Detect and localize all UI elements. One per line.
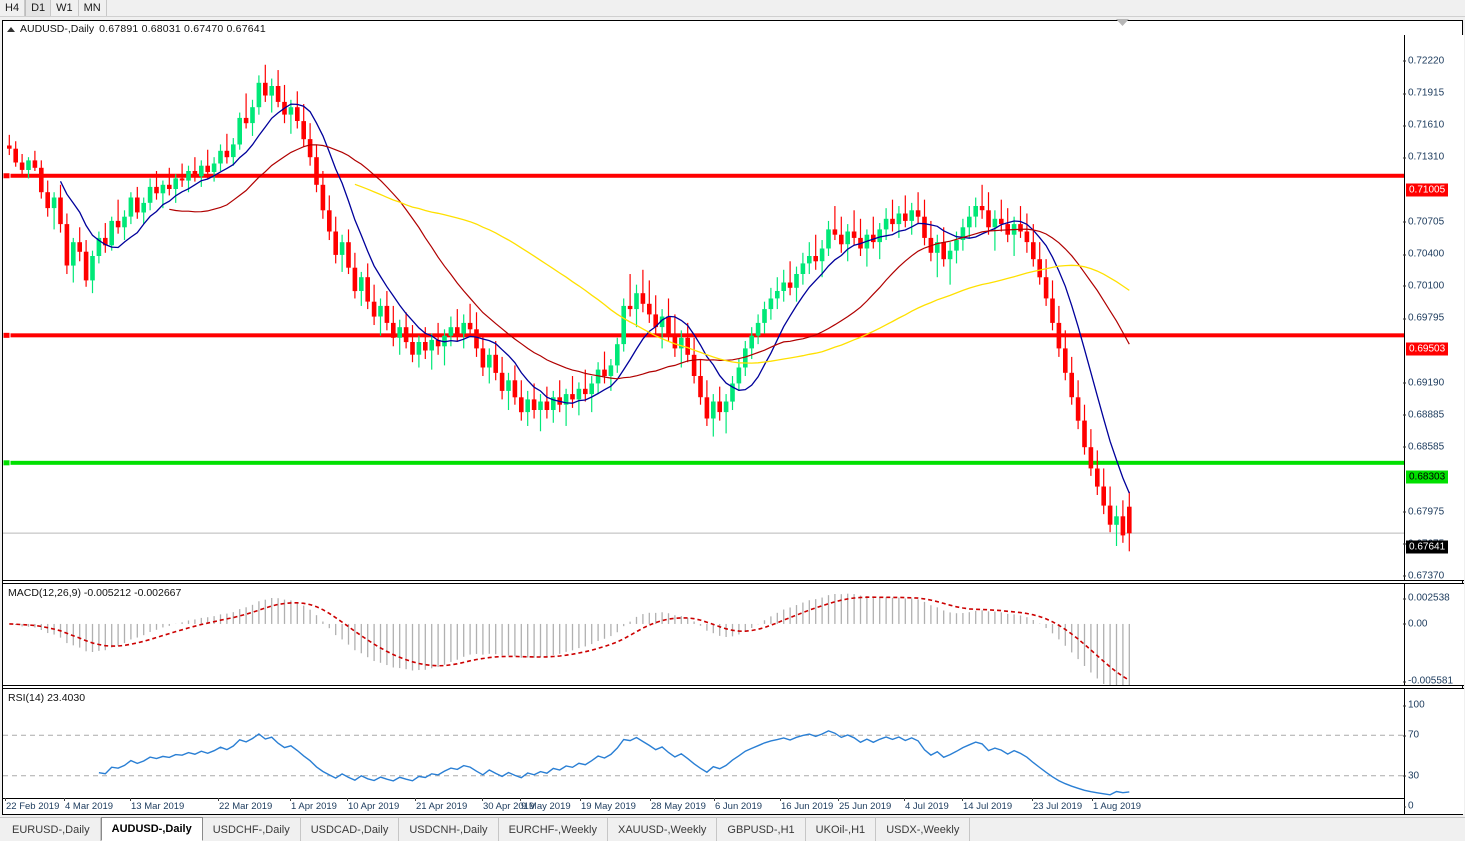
price-tick: 0.71610 — [1402, 119, 1445, 131]
price-tick: 0.68585 — [1402, 441, 1445, 453]
time-tick: 28 May 2019 — [650, 798, 706, 812]
price-tick: 0.71915 — [1402, 87, 1445, 99]
chart-header: AUDUSD-,Daily 0.67891 0.68031 0.67470 0.… — [7, 23, 266, 35]
price-tick: 0.72220 — [1402, 55, 1445, 67]
rsi-tick: 70 — [1402, 729, 1420, 741]
macd-label: MACD(12,26,9) -0.005212 -0.002667 — [8, 587, 182, 599]
time-tick: 4 Mar 2019 — [63, 798, 114, 812]
rsi-label: RSI(14) 23.4030 — [8, 692, 86, 704]
price-tick: 0.69190 — [1402, 377, 1445, 389]
time-tick: 9 May 2019 — [520, 798, 571, 812]
macd-tick: 0.00 — [1402, 618, 1428, 630]
time-tick: 30 Apr 2019 — [481, 798, 535, 812]
time-axis[interactable]: 22 Feb 2019 4 Mar 2019 13 Mar 2019 22 Mar 2… — [3, 798, 1404, 814]
time-tick: 10 Apr 2019 — [346, 798, 400, 812]
price-tick: 0.71310 — [1402, 151, 1445, 163]
time-tick: 25 Jun 2019 — [837, 798, 892, 812]
time-tick: 13 Mar 2019 — [129, 798, 185, 812]
time-tick: 22 Mar 2019 — [217, 798, 273, 812]
price-tick: 0.68885 — [1402, 409, 1445, 421]
time-tick: 19 May 2019 — [580, 798, 636, 812]
price-tick: 0.71005 — [1406, 183, 1449, 197]
time-tick: 14 Jul 2019 — [961, 798, 1013, 812]
price-tick: 0.67641 — [1406, 540, 1449, 554]
macd-axis: 0.002538 0.00 -0.005581 — [1402, 584, 1464, 687]
chart-window: AUDUSD-,Daily 0.67891 0.68031 0.67470 0.… — [2, 19, 1464, 815]
chart-tab[interactable]: USDX-,Weekly — [876, 818, 971, 841]
time-tick: 21 Apr 2019 — [414, 798, 468, 812]
rsi-tick: 0 — [1403, 800, 1414, 812]
chart-ohlc-label: 0.67891 0.68031 0.67470 0.67641 — [99, 23, 266, 35]
timeframe-w1[interactable]: W1 — [51, 0, 79, 16]
chart-tab[interactable]: USDCNH-,Daily — [399, 818, 499, 841]
chart-tab[interactable]: AUDUSD-,Daily — [100, 817, 203, 841]
chart-tab[interactable]: XAUUSD-,Weekly — [608, 818, 718, 841]
price-tick: 0.67975 — [1402, 506, 1445, 518]
price-pane[interactable]: 0.72220 0.71915 0.71610 0.71310 0.71005 0.707… — [3, 35, 1464, 582]
price-tick: 0.70100 — [1402, 280, 1445, 292]
rsi-tick: 30 — [1402, 770, 1420, 782]
candlestick-plot[interactable] — [3, 35, 1404, 580]
chevron-down-icon[interactable] — [1116, 19, 1129, 26]
rsi-plot[interactable] — [3, 689, 1404, 814]
time-tick: 22 Feb 2019 — [4, 798, 60, 812]
price-tick: 0.68303 — [1406, 470, 1449, 484]
toolbar-filler — [106, 0, 1465, 16]
price-tick: 0.69795 — [1402, 312, 1445, 324]
time-tick: 4 Jul 2019 — [904, 798, 949, 812]
rsi-tick: 100 — [1403, 699, 1425, 711]
chart-tab[interactable]: EURCHF-,Weekly — [499, 818, 608, 841]
macd-pane[interactable]: MACD(12,26,9) -0.005212 -0.002667 0.0025… — [3, 584, 1464, 687]
timeframe-mn[interactable]: MN — [78, 0, 107, 16]
time-tick: 6 Jun 2019 — [713, 798, 763, 812]
price-tick: 0.67370 — [1402, 570, 1445, 582]
price-tick: 0.69503 — [1406, 342, 1449, 356]
macd-tick: -0.005581 — [1402, 675, 1454, 687]
time-tick: 16 Jun 2019 — [779, 798, 834, 812]
price-axis[interactable]: 0.72220 0.71915 0.71610 0.71310 0.71005 0.707… — [1402, 35, 1464, 582]
price-tick: 0.70705 — [1402, 216, 1445, 228]
timeframe-toolbar: H4 D1 W1 MN — [0, 0, 1465, 17]
chart-tab[interactable]: EURUSD-,Daily — [2, 818, 101, 841]
rsi-pane[interactable]: RSI(14) 23.4030 100 70 30 0 — [3, 689, 1464, 814]
time-tick: 1 Apr 2019 — [290, 798, 337, 812]
chart-tab[interactable]: USDCAD-,Daily — [301, 818, 400, 841]
chart-tab[interactable]: GBPUSD-,H1 — [717, 818, 806, 841]
time-tick: 23 Jul 2019 — [1031, 798, 1083, 812]
triangle-up-icon — [7, 26, 15, 32]
rsi-axis: 100 70 30 0 — [1402, 689, 1464, 814]
chart-symbol-label: AUDUSD-,Daily — [20, 23, 95, 35]
time-tick: 1 Aug 2019 — [1091, 798, 1142, 812]
timeframe-d1[interactable]: D1 — [25, 0, 52, 16]
macd-plot[interactable] — [3, 584, 1404, 685]
macd-tick: 0.002538 — [1403, 592, 1450, 604]
chart-tab[interactable]: UKOil-,H1 — [806, 818, 877, 841]
chart-tab[interactable]: USDCHF-,Daily — [203, 818, 301, 841]
timeframe-h4[interactable]: H4 — [0, 0, 26, 16]
chart-tabs[interactable]: EURUSD-,Daily AUDUSD-,Daily USDCHF-,Daily U… — [0, 817, 1465, 841]
price-tick: 0.70400 — [1402, 248, 1445, 260]
